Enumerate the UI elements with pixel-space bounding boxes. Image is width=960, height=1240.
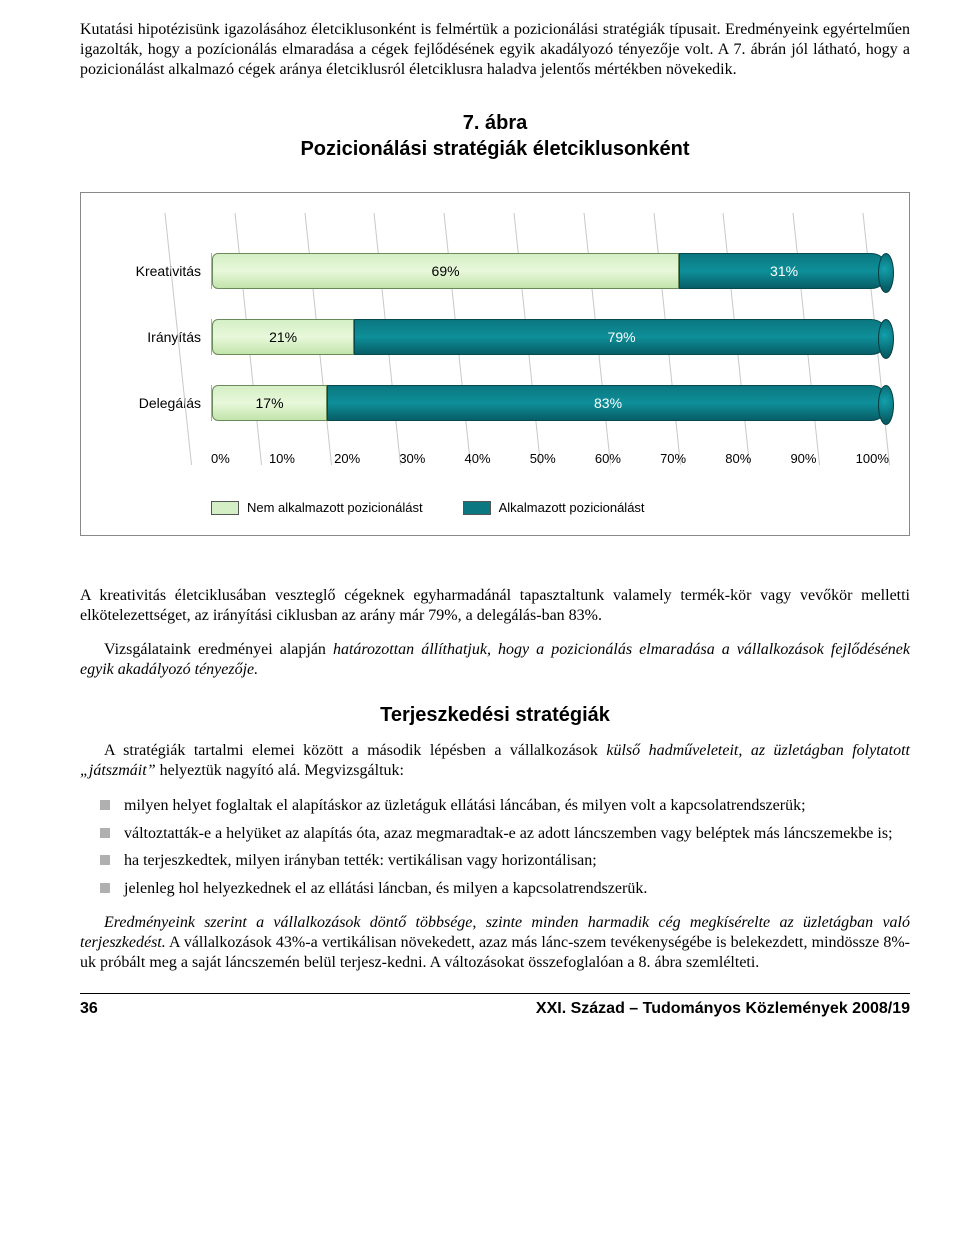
chart-container: Kreativitás 69% 31% Irányítás 21% 79% De… — [80, 192, 910, 536]
figure-label: 7. ábra — [463, 112, 527, 134]
chart-row: Delegálás 17% 83% — [101, 385, 889, 421]
figure-title-block: 7. ábra Pozicionálási stratégiák életcik… — [80, 110, 910, 162]
x-tick: 70% — [660, 451, 686, 466]
x-axis-ticks: 0% 10% 20% 30% 40% 50% 60% 70% 80% 90% 1… — [211, 451, 889, 466]
bar-area: 21% 79% — [211, 319, 889, 355]
page-footer: 36 XXI. Század – Tudományos Közlemények … — [80, 993, 910, 1018]
paragraph-3: Vizsgálataink eredményei alapján határoz… — [80, 640, 910, 680]
category-label: Kreativitás — [101, 263, 211, 279]
bar-segment-a: 21% — [212, 319, 354, 355]
list-item: jelenleg hol helyezkednek el az ellátási… — [124, 878, 910, 900]
paragraph-5: Eredményeink szerint a vállalkozások dön… — [80, 913, 910, 973]
x-tick: 80% — [725, 451, 751, 466]
list-item: milyen helyet foglaltak el alapításkor a… — [124, 795, 910, 817]
figure-title: Pozicionálási stratégiák életciklusonkén… — [300, 138, 689, 160]
x-axis: 0% 10% 20% 30% 40% 50% 60% 70% 80% 90% 1… — [101, 451, 889, 466]
bar-segment-b: 79% — [354, 319, 889, 355]
x-tick: 30% — [399, 451, 425, 466]
x-tick: 40% — [465, 451, 491, 466]
legend-label-a: Nem alkalmazott pozicionálást — [247, 500, 423, 515]
legend-swatch-b — [463, 501, 491, 515]
legend-item-a: Nem alkalmazott pozicionálást — [211, 500, 423, 515]
x-tick: 10% — [269, 451, 295, 466]
legend-swatch-a — [211, 501, 239, 515]
x-tick: 100% — [856, 451, 889, 466]
legend: Nem alkalmazott pozicionálást Alkalmazot… — [101, 486, 889, 515]
x-tick: 0% — [211, 451, 230, 466]
bar-segment-b: 83% — [327, 385, 889, 421]
footer-right: XXI. Század – Tudományos Közlemények 200… — [536, 1000, 910, 1018]
x-tick: 20% — [334, 451, 360, 466]
category-label: Irányítás — [101, 329, 211, 345]
chart-row: Irányítás 21% 79% — [101, 319, 889, 355]
paragraph-2: A kreativitás életciklusában veszteglő c… — [80, 586, 910, 626]
x-tick: 90% — [790, 451, 816, 466]
page-number: 36 — [80, 1000, 98, 1018]
bar-area: 69% 31% — [211, 253, 889, 289]
bar-segment-a: 17% — [212, 385, 327, 421]
x-tick: 50% — [530, 451, 556, 466]
chart-row: Kreativitás 69% 31% — [101, 253, 889, 289]
list-item: ha terjeszkedtek, milyen irányban tették… — [124, 850, 910, 872]
list-item: változtatták-e a helyüket az alapítás ót… — [124, 823, 910, 845]
bullet-list: milyen helyet foglaltak el alapításkor a… — [80, 795, 910, 899]
bar-segment-a: 69% — [212, 253, 679, 289]
bar-area: 17% 83% — [211, 385, 889, 421]
bar-segment-b: 31% — [679, 253, 889, 289]
paragraph-4: A stratégiák tartalmi elemei között a má… — [80, 741, 910, 781]
legend-label-b: Alkalmazott pozicionálást — [499, 500, 645, 515]
x-tick: 60% — [595, 451, 621, 466]
category-label: Delegálás — [101, 395, 211, 411]
paragraph-1: Kutatási hipotézisünk igazolásához életc… — [80, 20, 910, 80]
legend-item-b: Alkalmazott pozicionálást — [463, 500, 645, 515]
section-title-expansion: Terjeszkedési stratégiák — [80, 704, 910, 727]
